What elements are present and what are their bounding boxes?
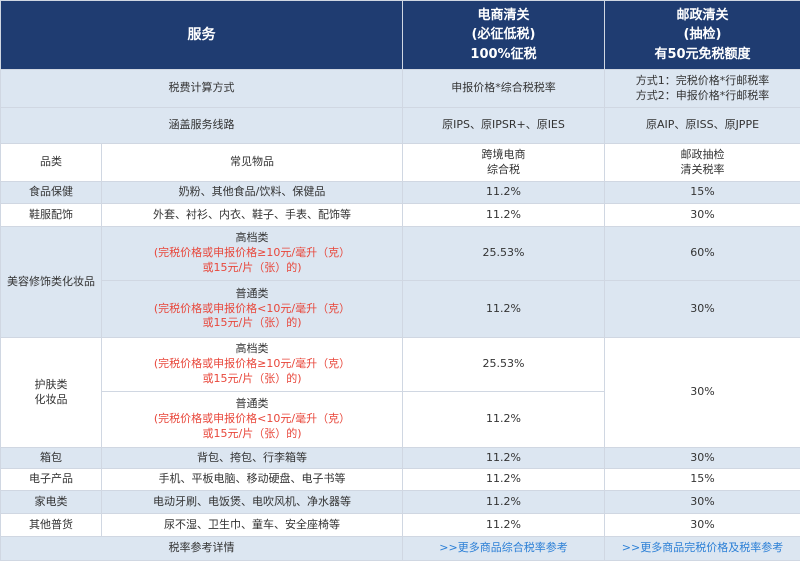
cosmetics-high-note-1: (完税价格或申报价格≥10元/毫升（克） [153,246,351,260]
row-category: 其他普货 [0,513,102,537]
ecommerce-subtitle: (必征低税) [471,27,536,43]
row-ecommerce-rate: 11.2% [402,203,605,227]
table-row: 其他普货 尿不湿、卫生巾、童车、安全座椅等 11.2% 30% [0,513,800,537]
table-row: 鞋服配饰 外套、衬衫、内衣、鞋子、手表、配饰等 11.2% 30% [0,203,800,227]
footer-row: 税率参考详情 >>更多商品综合税率参考 >>更多商品完税价格及税率参考 [0,536,800,561]
skincare-high-ecommerce: 25.53% [402,337,605,392]
skincare-high-items: 高档类 (完税价格或申报价格≥10元/毫升（克） 或15元/片（张）的) [101,337,403,392]
skincare-category-2: 化妆品 [34,392,68,406]
ecommerce-rate-link[interactable]: >>更多商品综合税率参考 [439,541,568,555]
skincare-high-row: 护肤类 化妆品 高档类 (完税价格或申报价格≥10元/毫升（克） 或15元/片（… [0,337,800,448]
routes-ecommerce: 原IPS、原IPSR+、原IES [402,107,605,144]
footer-label: 税率参考详情 [0,536,403,561]
skincare-category: 护肤类 化妆品 [0,337,102,448]
postal-note: 有50元免税额度 [654,46,751,62]
skincare-high-title: 高档类 [235,342,269,356]
row-category: 电子产品 [0,468,102,491]
row-postal-rate: 30% [604,513,800,537]
ecommerce-note: 100%征税 [470,46,537,62]
tax-method-label: 税费计算方式 [0,69,403,108]
items-col-header: 常见物品 [101,143,403,182]
cosmetics-high-note-2: 或15元/片（张）的) [202,260,302,274]
routes-row: 涵盖服务线路 原IPS、原IPSR+、原IES 原AIP、原ISS、原JPPE [0,107,800,144]
cosmetics-high-items: 高档类 (完税价格或申报价格≥10元/毫升（克） 或15元/片（张）的) [101,226,403,281]
tax-method-postal-2: 方式2：申报价格*行邮税率 [635,88,770,102]
postal-col-line2: 清关税率 [680,162,725,176]
row-items: 外套、衬衫、内衣、鞋子、手表、配饰等 [101,203,403,227]
row-items: 奶粉、其他食品/饮料、保健品 [101,181,403,204]
row-items: 背包、挎包、行李箱等 [101,447,403,469]
row-items: 手机、平板电脑、移动硬盘、电子书等 [101,468,403,491]
row-items: 尿不湿、卫生巾、童车、安全座椅等 [101,513,403,537]
ecommerce-col-line1: 跨境电商 [481,147,526,161]
row-ecommerce-rate: 11.2% [402,490,605,514]
skincare-normal-row: 普通类 (完税价格或申报价格<10元/毫升（克） 或15元/片（张）的) 11.… [1,391,800,448]
row-postal-rate: 30% [604,490,800,514]
cosmetics-normal-title: 普通类 [235,286,269,300]
row-category: 食品保健 [0,181,102,204]
postal-title: 邮政清关 [676,7,729,23]
postal-col-header: 邮政抽检 清关税率 [604,143,800,182]
row-ecommerce-rate: 11.2% [402,447,605,469]
row-postal-rate: 30% [604,203,800,227]
cosmetics-normal-note-1: (完税价格或申报价格<10元/毫升（克） [153,301,351,315]
skincare-normal-items: 普通类 (完税价格或申报价格<10元/毫升（克） 或15元/片（张）的) [101,391,403,448]
skincare-normal-title: 普通类 [235,397,269,411]
ecommerce-col-line2: 综合税 [487,162,520,176]
skincare-high-note-2: 或15元/片（张）的) [202,371,302,385]
ecommerce-title: 电商清关 [477,7,530,23]
row-ecommerce-rate: 11.2% [402,468,605,491]
postal-col-line1: 邮政抽检 [680,147,725,161]
cosmetics-high-ecommerce: 25.53% [402,226,605,281]
skincare-normal-ecommerce: 11.2% [402,391,605,448]
row-postal-rate: 15% [604,181,800,204]
cosmetics-normal-ecommerce: 11.2% [402,280,605,338]
ecommerce-rate-link-cell: >>更多商品综合税率参考 [402,536,605,561]
postal-rate-link-cell: >>更多商品完税价格及税率参考 [604,536,800,561]
row-items: 电动牙刷、电饭煲、电吹风机、净水器等 [101,490,403,514]
cosmetics-category: 美容修饰类化妆品 [0,226,102,338]
cosmetics-normal-row: 普通类 (完税价格或申报价格<10元/毫升（克） 或15元/片（张）的) 11.… [1,280,800,338]
cosmetics-normal-postal: 30% [604,280,800,338]
header-row: 服务 电商清关 (必征低税) 100%征税 邮政清关 (抽检) 有50元免税额度 [0,0,800,70]
row-category: 家电类 [0,490,102,514]
tax-method-row: 税费计算方式 申报价格*综合税税率 方式1：完税价格*行邮税率 方式2：申报价格… [0,69,800,108]
routes-label: 涵盖服务线路 [0,107,403,144]
table-row: 电子产品 手机、平板电脑、移动硬盘、电子书等 11.2% 15% [0,468,800,491]
tax-method-postal: 方式1：完税价格*行邮税率 方式2：申报价格*行邮税率 [604,69,800,108]
row-postal-rate: 30% [604,447,800,469]
cosmetics-normal-note-2: 或15元/片（张）的) [202,316,302,330]
postal-rate-link[interactable]: >>更多商品完税价格及税率参考 [621,541,784,555]
tax-method-postal-1: 方式1：完税价格*行邮税率 [635,73,770,87]
category-col-header: 品类 [0,143,102,182]
skincare-normal-note-2: 或15元/片（张）的) [202,426,302,440]
service-header: 服务 [0,0,403,70]
cosmetics-normal-items: 普通类 (完税价格或申报价格<10元/毫升（克） 或15元/片（张）的) [101,280,403,338]
row-ecommerce-rate: 11.2% [402,181,605,204]
cosmetics-high-postal: 60% [604,226,800,281]
ecommerce-header: 电商清关 (必征低税) 100%征税 [402,0,605,70]
skincare-category-1: 护肤类 [34,377,68,391]
table-row: 箱包 背包、挎包、行李箱等 11.2% 30% [0,447,800,469]
routes-postal: 原AIP、原ISS、原JPPE [604,107,800,144]
postal-subtitle: (抽检) [683,27,722,43]
table-row: 食品保健 奶粉、其他食品/饮料、保健品 11.2% 15% [0,181,800,204]
row-postal-rate: 15% [604,468,800,491]
skincare-postal: 30% [604,337,800,448]
skincare-normal-note-1: (完税价格或申报价格<10元/毫升（克） [153,412,351,426]
cosmetics-high-title: 高档类 [235,231,269,245]
row-category: 鞋服配饰 [0,203,102,227]
row-category: 箱包 [0,447,102,469]
column-header-row: 品类 常见物品 跨境电商 综合税 邮政抽检 清关税率 [0,143,800,182]
postal-header: 邮政清关 (抽检) 有50元免税额度 [604,0,800,70]
skincare-high-note-1: (完税价格或申报价格≥10元/毫升（克） [153,357,351,371]
cosmetics-high-row: 美容修饰类化妆品 高档类 (完税价格或申报价格≥10元/毫升（克） 或15元/片… [0,226,800,338]
table-row: 家电类 电动牙刷、电饭煲、电吹风机、净水器等 11.2% 30% [0,490,800,514]
tax-method-ecommerce: 申报价格*综合税税率 [402,69,605,108]
row-ecommerce-rate: 11.2% [402,513,605,537]
ecommerce-col-header: 跨境电商 综合税 [402,143,605,182]
